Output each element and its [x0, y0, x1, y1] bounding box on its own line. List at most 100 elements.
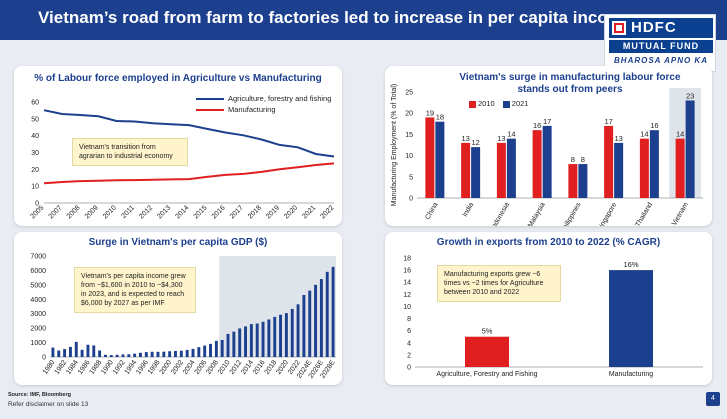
exports-y-tick: 12 [403, 292, 411, 299]
gdp-bar [139, 352, 142, 357]
peers-y-tick: 10 [405, 153, 413, 160]
exports-y-tick: 14 [403, 280, 411, 287]
logo-subtitle: MUTUAL FUND [609, 40, 713, 53]
peers-bar-2021 [614, 142, 624, 198]
gdp-bar [57, 350, 61, 357]
labour-y-tick: 10 [31, 184, 39, 191]
exports-y-tick: 8 [407, 316, 411, 323]
peers-y-tick: 15 [405, 132, 413, 139]
gdp-y-tick: 4000 [30, 297, 46, 304]
labour-legend-mfg: Manufacturing [196, 105, 276, 114]
peers-bar-2010 [496, 142, 506, 198]
gdp-y-tick: 2000 [30, 326, 46, 333]
page-number: 4 [706, 392, 720, 406]
labour-x-tick: 2018 [247, 204, 263, 220]
labour-x-tick: 2008 [66, 204, 82, 220]
exports-y-tick: 2 [407, 352, 411, 359]
peers-chart-panel: Vietnam's surge in manufacturing labour … [385, 66, 712, 226]
peers-value-label: 13 [497, 134, 505, 143]
labour-x-tick: 2014 [174, 204, 190, 220]
labour-x-tick: 2019 [265, 204, 281, 220]
legend-label-2021: 2021 [511, 99, 529, 108]
gdp-highlight-band [219, 256, 336, 357]
gdp-bar [68, 346, 72, 357]
gdp-bar [203, 345, 207, 357]
peers-category-label: Philippines [560, 201, 583, 226]
exports-chart-title: Growth in exports from 2010 to 2022 (% C… [436, 237, 661, 248]
peers-category-label: Singapore [596, 201, 618, 226]
peers-chart: Manufacturing Employment (% of Total) 0 5 1… [391, 84, 703, 226]
peers-value-label: 8 [571, 155, 575, 164]
peers-value-label: 16 [650, 121, 658, 130]
gdp-bar [162, 351, 166, 357]
gdp-bar [261, 321, 265, 357]
peers-bar-2010 [675, 138, 685, 198]
peers-value-label: 12 [471, 138, 479, 147]
exports-chart: 0 2 4 6 8 10 12 14 16 18 5% Agriculture, Forestry a… [403, 256, 703, 378]
gdp-chart-title: Surge in Vietnam's per capita GDP ($) [88, 237, 268, 248]
gdp-y-tick: 0 [42, 355, 46, 362]
labour-y-tick: 20 [31, 167, 39, 174]
logo-tagline: BHAROSA APNO KA [614, 56, 708, 65]
peers-bar-2010 [639, 138, 649, 198]
disclaimer-note: Refer disclaimer on slide 13 [8, 401, 89, 408]
gdp-bar [325, 271, 329, 357]
labour-y-tick: 40 [31, 133, 39, 140]
labour-legend-agri: Agriculture, forestry and fishing [196, 94, 331, 103]
gdp-bar [63, 349, 67, 357]
labour-y-tick: 50 [31, 116, 39, 123]
gdp-y-tick: 5000 [30, 282, 46, 289]
exports-y-tick: 0 [407, 365, 411, 372]
peers-y-tick: 20 [405, 111, 413, 118]
exports-y-tick: 16 [403, 268, 411, 275]
gdp-bar [273, 316, 277, 357]
gdp-bar [302, 294, 306, 357]
peers-category-label: India [462, 201, 476, 218]
peers-category-label: Vietnam [671, 201, 690, 226]
source-note: Source: IMF, Bloomberg [8, 392, 71, 398]
gdp-bar [86, 344, 90, 357]
peers-legend: 2010 2021 [469, 99, 528, 108]
peers-bar-2021 [685, 100, 695, 198]
peers-bar-2010 [425, 117, 435, 198]
gdp-bar [331, 266, 335, 357]
peers-category-label: Indonesia [490, 201, 511, 226]
legend-box-2010 [469, 100, 476, 108]
labour-x-tick: 2016 [211, 204, 227, 220]
peers-value-label: 8 [581, 155, 585, 164]
gdp-bar [103, 354, 107, 357]
exports-annotation: Manufacturing exports grew ~6 times vs ~… [437, 265, 561, 302]
peers-category-label: China [424, 201, 439, 220]
gdp-bar [150, 351, 154, 357]
gdp-bar [115, 354, 119, 357]
gdp-bar [249, 324, 253, 357]
labour-x-tick: 2021 [301, 204, 317, 220]
logo-mark-icon [612, 21, 626, 35]
gdp-y-tick: 7000 [30, 254, 46, 261]
peers-y-tick: 5 [409, 174, 413, 181]
gdp-y-tick: 1000 [30, 340, 46, 347]
gdp-annotation: Vietnam's per capita income grew from ~$… [74, 267, 196, 313]
peers-highlight-band [669, 88, 701, 198]
peers-y-tick: 25 [405, 90, 413, 97]
gdp-bar [174, 350, 177, 357]
peers-bar-2010 [568, 164, 578, 198]
peers-y-label: Manufacturing Employment (% of Total) [391, 84, 398, 206]
gdp-y-tick: 3000 [30, 311, 46, 318]
peers-bar-2010 [461, 142, 471, 198]
legend-label-2010: 2010 [478, 99, 495, 108]
gdp-y-tick: 6000 [30, 268, 46, 275]
peers-bar-2021 [506, 138, 516, 198]
exports-bar [465, 336, 509, 367]
exports-category-label: Agriculture, Forestry and Fishing [436, 371, 537, 378]
peers-bar-2010 [532, 130, 542, 198]
exports-value-label: 5% [482, 327, 493, 336]
labour-x-tick: 2010 [102, 204, 118, 220]
labour-chart-panel: % of Labour force employed in Agricultur… [14, 66, 342, 226]
peers-value-label: 17 [604, 117, 612, 126]
gdp-chart-panel: Surge in Vietnam's per capita GDP ($) 0 1… [14, 232, 342, 385]
exports-chart-panel: Growth in exports from 2010 to 2022 (% C… [385, 232, 712, 385]
peers-chart-title: Vietnam's surge in manufacturing labour … [459, 72, 681, 95]
peers-bar-2021 [435, 121, 445, 198]
labour-annotation: Vietnam's transition from agrarian to in… [72, 138, 188, 166]
